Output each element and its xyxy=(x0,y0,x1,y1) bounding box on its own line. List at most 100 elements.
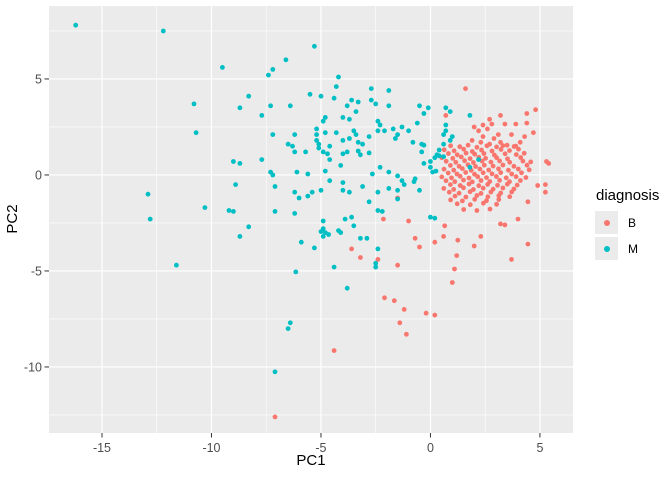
data-point-B xyxy=(488,159,494,165)
x-tick-label: -5 xyxy=(315,441,326,455)
data-point-B xyxy=(349,246,354,252)
data-point-B xyxy=(465,142,471,148)
data-point-B xyxy=(441,147,447,153)
data-point-M xyxy=(419,149,425,155)
data-point-M xyxy=(272,369,278,375)
data-point-M xyxy=(325,151,330,157)
data-point-M xyxy=(314,126,319,132)
data-point-M xyxy=(292,132,298,138)
data-point-M xyxy=(386,169,392,175)
data-point-M xyxy=(366,150,372,156)
data-point-M xyxy=(358,152,363,158)
data-point-B xyxy=(521,150,527,156)
data-point-M xyxy=(272,184,278,189)
data-point-M xyxy=(220,65,225,70)
x-tick-label: 0 xyxy=(427,441,434,455)
data-point-M xyxy=(340,138,346,143)
data-point-B xyxy=(446,189,452,195)
data-point-B xyxy=(457,173,463,179)
legend: diagnosis B M xyxy=(595,187,659,263)
data-point-M xyxy=(314,138,319,143)
data-point-M xyxy=(377,122,383,128)
data-point-B xyxy=(498,139,503,145)
data-point-M xyxy=(425,105,431,111)
data-point-B xyxy=(525,241,531,247)
legend-dot-b-icon xyxy=(603,219,610,226)
data-point-B xyxy=(517,139,523,145)
data-point-M xyxy=(237,161,243,166)
data-point-B xyxy=(461,177,466,183)
data-point-B xyxy=(454,253,460,258)
data-point-B xyxy=(500,185,506,191)
data-point-M xyxy=(316,145,322,151)
data-point-B xyxy=(467,189,473,195)
data-point-M xyxy=(395,196,400,202)
data-point-M xyxy=(399,124,405,130)
data-point-M xyxy=(333,84,339,89)
data-point-B xyxy=(480,185,486,191)
data-point-B xyxy=(460,198,465,204)
data-point-B xyxy=(498,170,504,176)
data-point-B xyxy=(497,158,502,164)
legend-dot-m-icon xyxy=(603,245,610,252)
data-point-M xyxy=(73,22,79,28)
legend-entry-b: B xyxy=(595,211,659,234)
data-point-M xyxy=(366,199,372,205)
data-point-M xyxy=(272,209,278,214)
data-point-M xyxy=(390,126,396,132)
data-point-B xyxy=(504,181,510,187)
data-point-M xyxy=(375,246,381,252)
data-point-M xyxy=(364,235,370,241)
x-axis-title: PC1 xyxy=(296,452,326,469)
data-point-M xyxy=(233,182,239,188)
data-point-M xyxy=(344,285,350,291)
data-point-M xyxy=(467,164,473,170)
data-point-B xyxy=(401,307,407,312)
data-point-B xyxy=(451,187,457,192)
data-point-B xyxy=(526,167,532,173)
data-point-M xyxy=(373,260,379,266)
data-point-M xyxy=(231,209,236,214)
data-point-M xyxy=(433,168,439,174)
data-point-B xyxy=(507,194,513,200)
data-point-B xyxy=(474,208,480,213)
data-point-M xyxy=(292,149,298,155)
data-point-B xyxy=(496,193,502,199)
data-point-B xyxy=(472,151,478,157)
data-point-M xyxy=(414,120,420,126)
data-point-B xyxy=(487,116,492,122)
data-point-B xyxy=(491,136,497,141)
data-point-M xyxy=(441,132,446,138)
legend-key-m xyxy=(595,237,618,260)
y-tick-label: -10 xyxy=(24,360,42,374)
data-point-B xyxy=(495,182,500,188)
data-point-M xyxy=(351,223,357,229)
data-point-B xyxy=(518,178,523,183)
data-point-M xyxy=(375,118,381,124)
data-point-M xyxy=(375,189,381,195)
data-point-M xyxy=(160,28,166,34)
data-point-B xyxy=(441,166,447,172)
data-point-B xyxy=(450,156,456,161)
plot-panel xyxy=(49,6,573,433)
data-point-B xyxy=(543,182,548,188)
data-point-B xyxy=(463,170,469,175)
data-point-B xyxy=(513,174,519,180)
data-point-M xyxy=(347,136,352,141)
data-point-B xyxy=(412,235,418,241)
data-point-B xyxy=(484,175,489,181)
data-point-B xyxy=(502,151,508,157)
data-point-B xyxy=(496,166,501,172)
data-point-B xyxy=(473,164,478,169)
data-point-B xyxy=(498,147,504,152)
data-point-B xyxy=(504,142,510,148)
data-point-M xyxy=(368,86,374,91)
data-point-M xyxy=(410,139,416,145)
data-point-B xyxy=(441,186,447,191)
data-point-B xyxy=(454,152,460,158)
data-point-M xyxy=(355,99,361,105)
data-point-M xyxy=(174,262,179,268)
data-point-B xyxy=(507,148,512,154)
data-point-M xyxy=(268,103,273,109)
